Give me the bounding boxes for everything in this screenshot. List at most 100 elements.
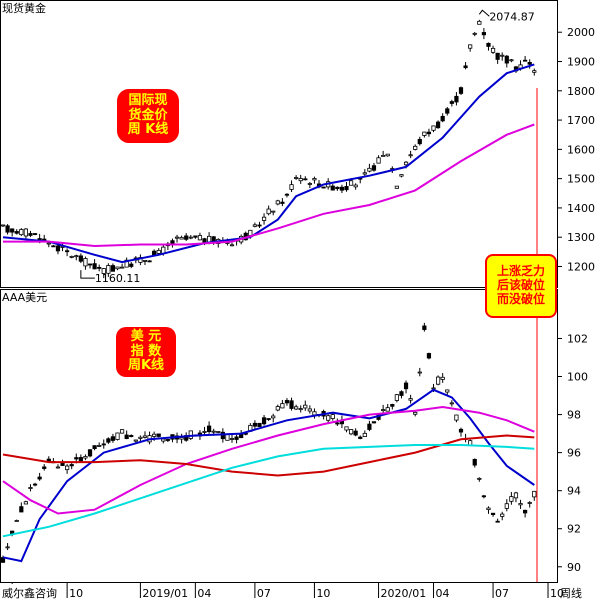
candle-body xyxy=(55,245,61,252)
candle-body xyxy=(294,177,299,179)
x-tick-label: 10 xyxy=(316,587,330,600)
candle-body xyxy=(307,408,312,412)
y-tick-label: 1500 xyxy=(567,173,595,186)
candle-body xyxy=(19,229,24,236)
y-tick-label: 90 xyxy=(567,561,581,574)
source-bg xyxy=(0,584,66,600)
candle-body xyxy=(110,436,116,441)
candle-body xyxy=(261,216,267,221)
ma-line-3 xyxy=(2,444,535,538)
candle-body xyxy=(106,438,111,443)
candle-body xyxy=(490,47,496,53)
candle-body xyxy=(458,428,464,433)
candle-body xyxy=(152,250,157,256)
candle-body xyxy=(37,476,42,480)
candle-body xyxy=(101,268,106,274)
candle-body xyxy=(248,229,253,237)
x-tick-label: 10 xyxy=(69,587,83,600)
low-marker xyxy=(80,270,95,279)
candle-body xyxy=(97,445,102,447)
candle-body xyxy=(74,457,79,460)
y-tick-label: 100 xyxy=(567,371,588,384)
candle-body xyxy=(156,433,161,437)
candle-body xyxy=(19,506,24,513)
candle-body xyxy=(152,433,157,437)
candle-body xyxy=(289,400,294,409)
candle-body xyxy=(97,266,102,269)
y-tick-label: 1900 xyxy=(567,56,595,69)
candle-body xyxy=(271,210,276,213)
candle-body xyxy=(257,224,262,227)
candle-body xyxy=(78,255,83,262)
candle-body xyxy=(294,406,299,410)
candle-body xyxy=(413,411,418,415)
candle-body xyxy=(32,233,38,235)
candle-body xyxy=(527,62,532,65)
candle-body xyxy=(454,95,459,103)
candle-body xyxy=(468,44,473,49)
candle-body xyxy=(348,180,354,186)
candle-body xyxy=(115,266,120,270)
candle-body xyxy=(371,421,377,424)
candle-body xyxy=(14,231,19,234)
candle-body xyxy=(472,458,477,466)
x-tick-label: 04 xyxy=(197,587,211,600)
candle-body xyxy=(532,70,537,73)
candle-body xyxy=(74,255,79,258)
x-tick-label: 07 xyxy=(257,587,271,600)
candle-body xyxy=(14,520,19,522)
candle-body xyxy=(312,411,317,416)
candle-body xyxy=(229,244,235,247)
candle-body xyxy=(275,406,280,411)
candle-body xyxy=(523,509,528,514)
candle-body xyxy=(271,415,276,419)
candle-body xyxy=(303,404,308,409)
candle-body xyxy=(119,266,125,269)
candle-body xyxy=(252,422,257,427)
candle-body xyxy=(129,263,134,267)
candle-body xyxy=(202,431,207,433)
candle-body xyxy=(65,250,70,253)
candle-body xyxy=(298,408,303,410)
candle-body xyxy=(472,32,477,35)
x-tick-label: 04 xyxy=(436,587,450,600)
candle-body xyxy=(275,200,280,205)
candle-body xyxy=(500,513,505,517)
candle-body xyxy=(234,436,239,440)
candle-body xyxy=(362,432,367,437)
candle-body xyxy=(261,417,267,425)
candle-body xyxy=(179,237,184,240)
candle-body xyxy=(362,172,367,175)
gold-chart-label: 国际现 货金价 周 K线 xyxy=(117,89,179,143)
candle-body xyxy=(124,434,129,440)
candle-body xyxy=(358,436,363,439)
candle-body xyxy=(509,59,514,62)
candle-body xyxy=(133,439,138,442)
panel-title: 现货黄金 xyxy=(2,1,46,15)
candle-body xyxy=(188,236,193,239)
y-tick-label: 1600 xyxy=(567,143,595,156)
usd-chart-label: 美 元 指 数 周K线 xyxy=(116,327,176,377)
candle-body xyxy=(92,445,97,450)
annotation-note: 上涨乏力 后该破位 而没破位 xyxy=(485,254,557,318)
candle-body xyxy=(523,59,528,62)
candle-body xyxy=(138,436,143,439)
candle-body xyxy=(55,466,61,469)
candle-body xyxy=(394,185,399,189)
candle-body xyxy=(504,55,509,64)
candle-body xyxy=(417,371,422,374)
candle-body xyxy=(28,487,33,489)
candle-body xyxy=(321,186,326,189)
y-tick-label: 96 xyxy=(567,447,581,460)
candle-body xyxy=(87,263,93,266)
candle-body xyxy=(179,437,184,440)
candle-body xyxy=(440,376,445,380)
y-tick-label: 1400 xyxy=(567,202,595,215)
candle-body xyxy=(284,193,290,196)
candle-body xyxy=(101,443,106,446)
candle-body xyxy=(23,228,29,237)
candle-body xyxy=(532,490,537,498)
candle-body xyxy=(449,101,454,104)
candle-body xyxy=(280,201,285,204)
